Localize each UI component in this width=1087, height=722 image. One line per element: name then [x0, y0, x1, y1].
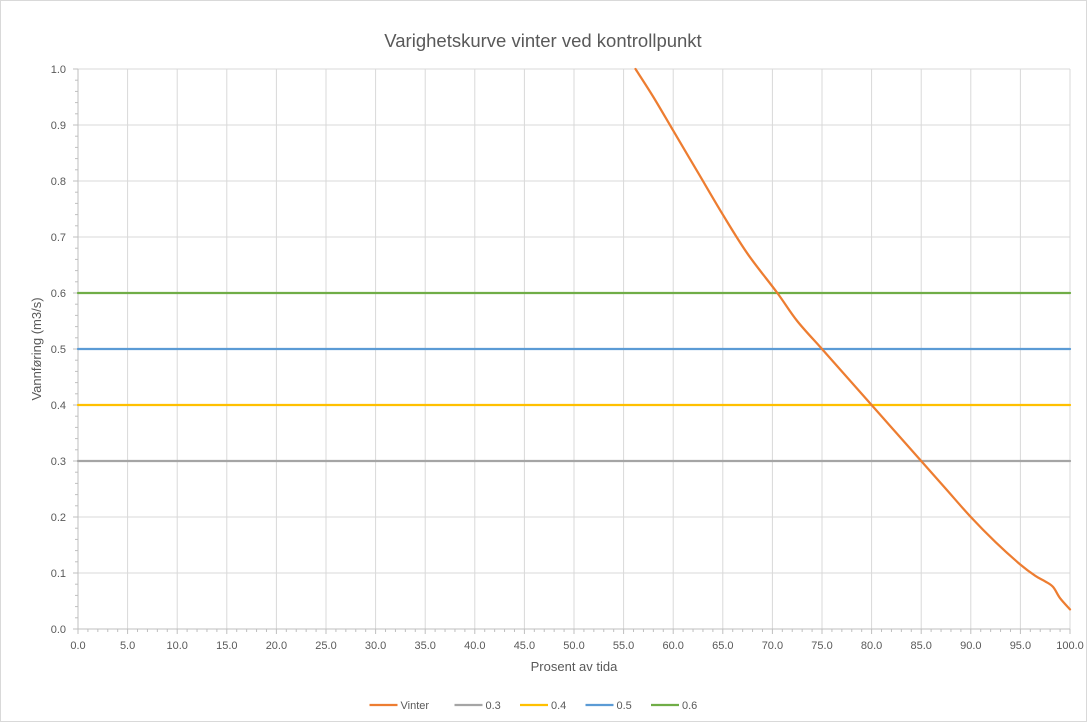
- x-tick-label: 70.0: [762, 640, 783, 652]
- x-tick-label: 45.0: [514, 640, 535, 652]
- x-tick-label: 30.0: [365, 640, 386, 652]
- x-tick-label: 20.0: [266, 640, 287, 652]
- y-tick-label: 0.1: [51, 568, 66, 580]
- x-tick-label: 15.0: [216, 640, 237, 652]
- y-tick-label: 0.2: [51, 512, 66, 524]
- y-tick-label: 1.0: [51, 64, 66, 76]
- y-tick-label: 0.7: [51, 232, 66, 244]
- x-tick-label: 10.0: [166, 640, 187, 652]
- x-tick-label: 80.0: [861, 640, 882, 652]
- y-tick-label: 0.4: [51, 400, 66, 412]
- x-tick-label: 90.0: [960, 640, 981, 652]
- y-axis-title: Vannføring (m3/s): [29, 297, 44, 400]
- x-tick-label: 50.0: [563, 640, 584, 652]
- legend-item: 0.5: [585, 700, 632, 712]
- x-tick-label: 55.0: [613, 640, 634, 652]
- series-lines: [76, 67, 1072, 611]
- legend: Vinter 0.3 0.4 0.5 0.6: [369, 700, 697, 712]
- y-tick-label: 0.0: [51, 624, 66, 636]
- y-tick-label: 0.6: [51, 288, 66, 300]
- chart-title: Varighetskurve vinter ved kontrollpunkt: [384, 30, 701, 51]
- legend-label: 0.5: [617, 700, 632, 712]
- x-tick-label: 0.0: [70, 640, 85, 652]
- y-tick-label: 0.5: [51, 344, 66, 356]
- legend-label: 0.6: [682, 700, 697, 712]
- legend-item: 0.6: [651, 700, 697, 712]
- y-tick-label: 0.3: [51, 456, 66, 468]
- series-line-vinter: [634, 67, 1072, 611]
- x-tick-label: 95.0: [1010, 640, 1031, 652]
- x-tick-label: 60.0: [662, 640, 683, 652]
- x-tick-label: 75.0: [811, 640, 832, 652]
- y-tick-label: 0.9: [51, 120, 66, 132]
- y-tick-label: 0.8: [51, 176, 66, 188]
- legend-label: 0.3: [486, 700, 501, 712]
- tick-labels: 0.0 5.0 10.0 15.0 20.0 25.0 30.0 35.0 40.0 45.0 50…: [51, 64, 1084, 652]
- axes: [73, 68, 1071, 634]
- legend-label: Vinter: [401, 700, 430, 712]
- x-axis-title: Prosent av tida: [531, 659, 618, 674]
- x-tick-label: 35.0: [414, 640, 435, 652]
- legend-item: 0.4: [520, 700, 566, 712]
- x-tick-label: 25.0: [315, 640, 336, 652]
- x-tick-label: 5.0: [120, 640, 135, 652]
- x-tick-label: 65.0: [712, 640, 733, 652]
- legend-item: 0.3: [454, 700, 501, 712]
- x-tick-label: 85.0: [910, 640, 931, 652]
- legend-item: Vinter: [369, 700, 430, 712]
- x-tick-label: 100.0: [1056, 640, 1084, 652]
- x-tick-label: 40.0: [464, 640, 485, 652]
- legend-label: 0.4: [551, 700, 566, 712]
